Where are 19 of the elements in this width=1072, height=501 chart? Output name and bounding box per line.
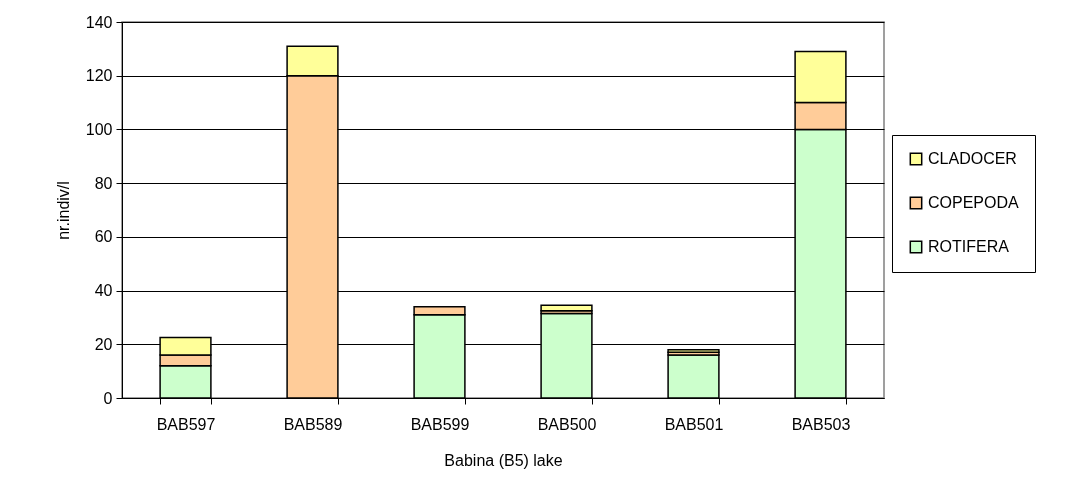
x-tick-label: BAB500 (537, 415, 597, 433)
x-tick-label: BAB589 (283, 415, 343, 433)
legend-label: ROTIFERA (928, 238, 1010, 255)
y-tick-label: 0 (103, 389, 113, 407)
y-tick-label: 80 (94, 174, 113, 192)
x-tick-label: BAB599 (410, 415, 470, 433)
y-tick-label: 120 (85, 67, 113, 85)
x-axis-title: Babina (B5) lake (444, 451, 563, 469)
legend-label: CLADOCER (928, 150, 1017, 167)
y-tick-label: 20 (94, 335, 113, 353)
y-tick-label: 40 (94, 282, 113, 300)
x-tick-label: BAB501 (664, 415, 724, 433)
y-tick-label: 140 (85, 13, 113, 31)
y-axis-title: nr.indiv/l (54, 181, 72, 240)
x-tick-label: BAB597 (156, 415, 216, 433)
y-tick-label: 60 (94, 228, 113, 246)
x-tick-label: BAB503 (791, 415, 851, 433)
y-tick-label: 100 (85, 120, 113, 138)
legend-label: COPEPODA (928, 194, 1020, 211)
